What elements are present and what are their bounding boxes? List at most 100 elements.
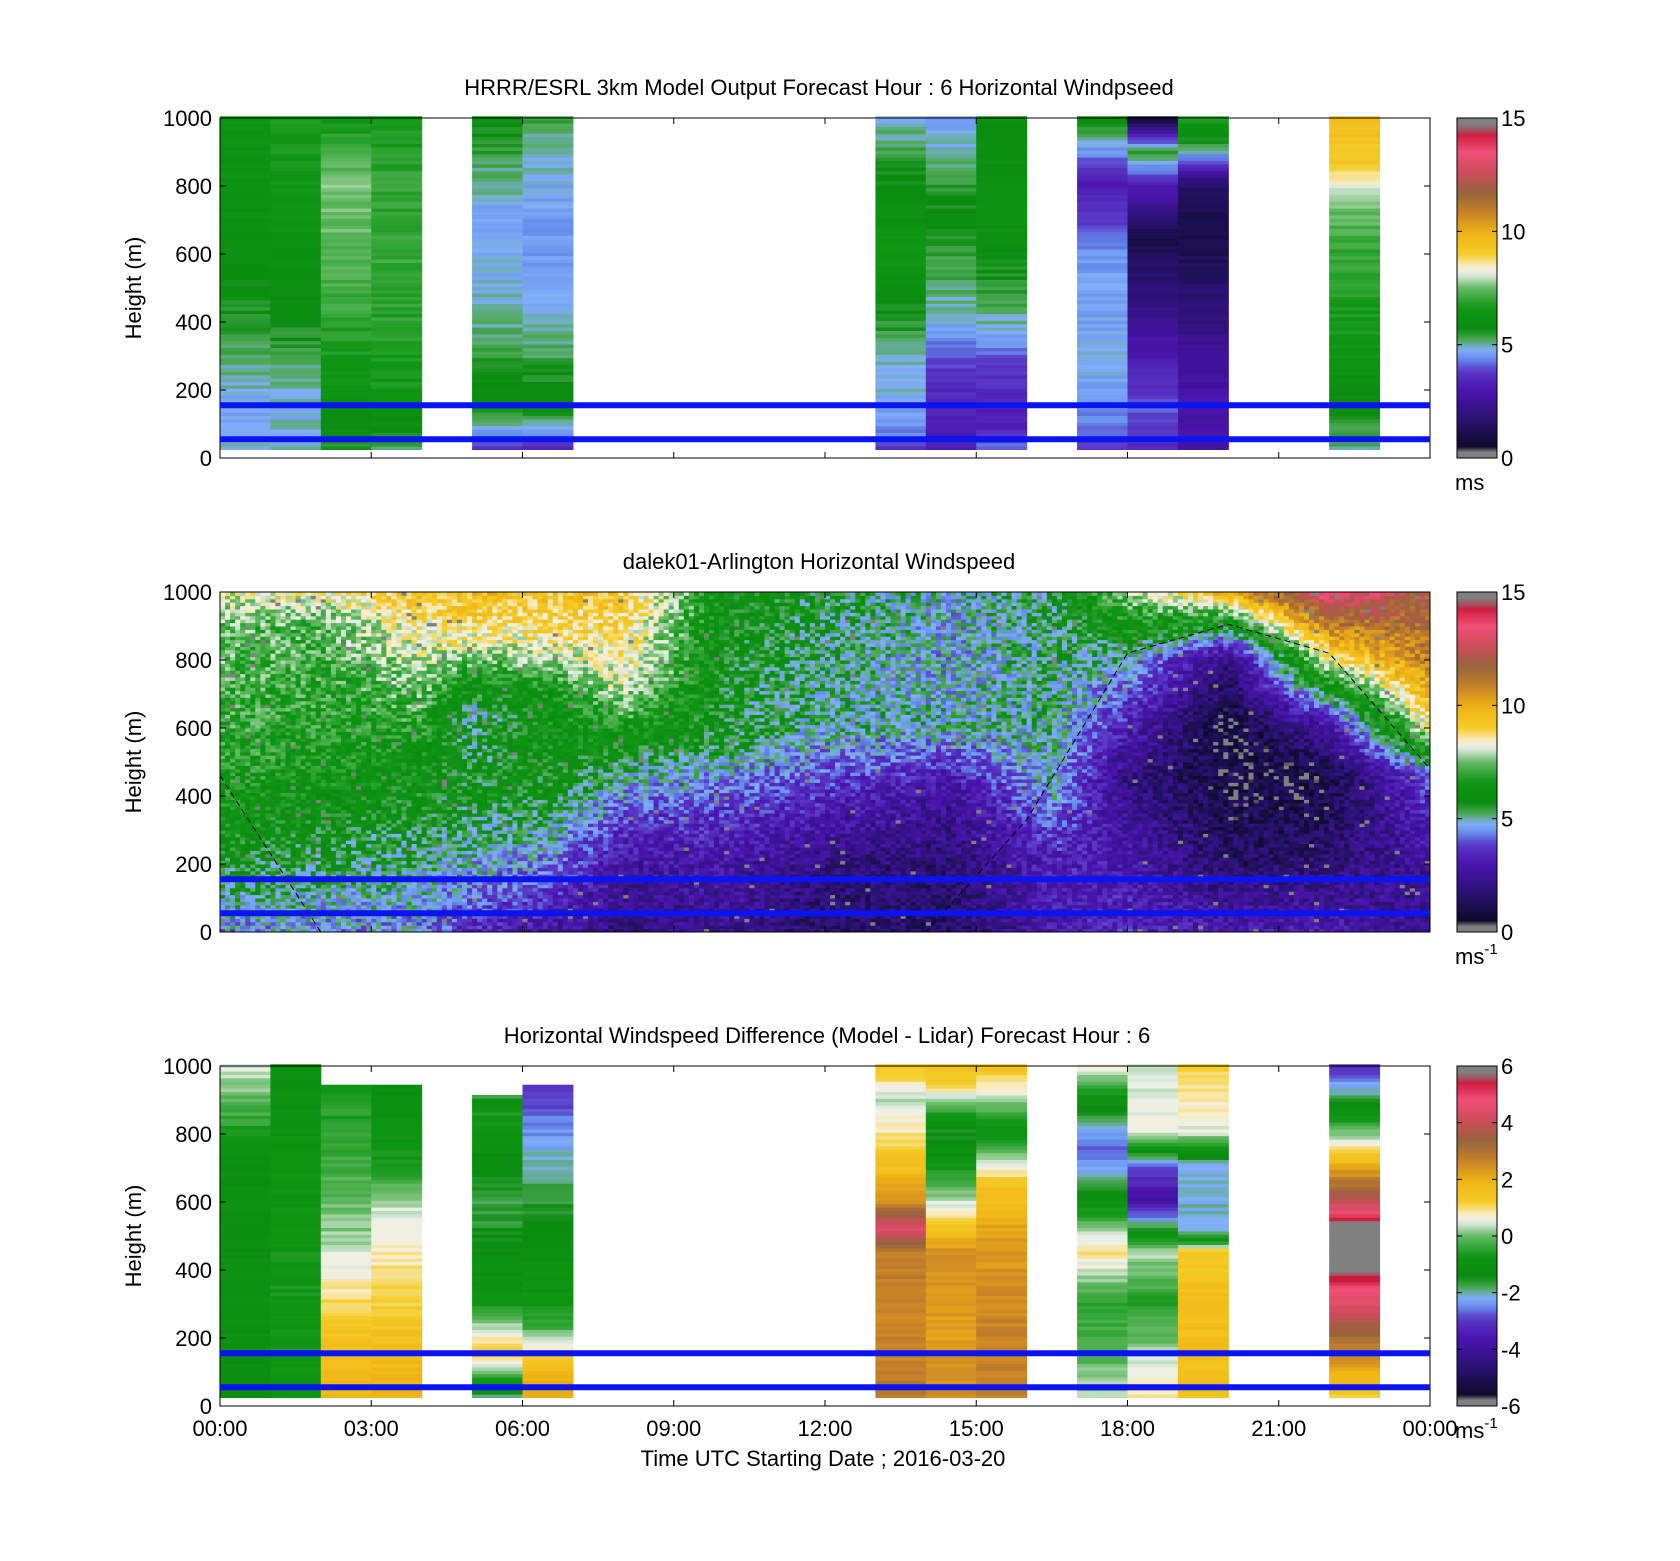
lidar-cell: [240, 639, 246, 644]
lidar-cell: [285, 690, 292, 695]
lidar-cell: [230, 792, 236, 797]
lidar-cell: [346, 894, 352, 899]
profile-cell: [1329, 143, 1381, 148]
lidar-cell: [366, 785, 372, 790]
lidar-cell: [396, 704, 402, 709]
lidar-cell: [275, 921, 281, 926]
lidar-cell: [305, 904, 312, 909]
profile-cell: [320, 330, 372, 335]
lidar-cell: [270, 874, 276, 879]
lidar-cell: [270, 904, 276, 909]
profile-cell: [270, 432, 322, 437]
lidar-cell: [335, 697, 342, 702]
lidar-cell: [361, 867, 367, 872]
lidar-cell: [270, 816, 276, 821]
lidar-cell: [366, 779, 372, 783]
lidar-cell: [391, 738, 397, 743]
lidar-cell: [315, 609, 322, 613]
lidar-cell: [381, 639, 387, 644]
lidar-cell: [396, 847, 402, 851]
lidar-cell: [386, 762, 392, 766]
lidar-cell: [270, 639, 276, 644]
lidar-cell: [341, 653, 347, 658]
lidar-cell: [381, 782, 387, 787]
profile-cell: [1177, 228, 1229, 233]
profile-cell: [472, 395, 523, 399]
lidar-cell: [270, 864, 276, 868]
profile-cell: [1329, 265, 1381, 270]
lidar-cell: [320, 772, 327, 777]
lidar-cell: [300, 619, 307, 624]
lidar-cell: [366, 619, 372, 624]
lidar-cell: [401, 796, 408, 800]
lidar-cell: [270, 857, 276, 862]
profile-cell: [976, 418, 1028, 423]
profile-cell: [925, 320, 977, 325]
profile-cell: [270, 442, 322, 447]
lidar-cell: [391, 622, 397, 627]
lidar-cell: [235, 615, 241, 620]
lidar-cell: [225, 738, 231, 743]
lidar-cell: [235, 649, 241, 654]
lidar-cell: [356, 874, 362, 879]
lidar-cell: [396, 908, 402, 913]
lidar-cell: [235, 809, 241, 814]
lidar-cell: [265, 663, 271, 668]
lidar-cell: [260, 609, 266, 613]
lidar-cell: [260, 700, 266, 705]
profile-cell: [1177, 177, 1229, 182]
profile-cell: [320, 231, 372, 236]
lidar-cell: [235, 802, 241, 807]
lidar-cell: [381, 677, 387, 681]
lidar-cell: [295, 694, 302, 698]
lidar-cell: [280, 867, 287, 872]
lidar-cell: [265, 595, 271, 600]
lidar-cell: [376, 700, 382, 705]
lidar-cell: [401, 785, 408, 790]
lidar-cell: [366, 609, 372, 613]
profile-cell: [472, 415, 523, 420]
lidar-cell: [300, 836, 307, 841]
profile-cell: [1077, 136, 1128, 141]
lidar-cell: [341, 908, 347, 913]
lidar-cell: [235, 714, 241, 719]
profile-cell: [522, 391, 574, 396]
lidar-cell: [396, 653, 402, 658]
lidar-cell: [371, 775, 377, 780]
lidar-cell: [371, 782, 377, 787]
profile-cell: [472, 214, 523, 219]
lidar-cell: [310, 901, 317, 906]
lidar-cell: [245, 789, 251, 794]
lidar-cell: [325, 660, 332, 664]
profile-cell: [371, 140, 423, 144]
lidar-cell: [255, 823, 261, 828]
lidar-cell: [265, 748, 271, 753]
profile-cell: [976, 259, 1028, 263]
profile-cell: [1177, 126, 1229, 131]
lidar-cell: [255, 870, 261, 875]
lidar-cell: [240, 704, 246, 709]
lidar-cell: [396, 751, 402, 756]
lidar-cell: [260, 843, 266, 848]
profile-cell: [371, 347, 423, 352]
lidar-cell: [335, 602, 342, 607]
lidar-cell: [335, 731, 342, 736]
profile-cell: [320, 310, 372, 314]
lidar-cell: [356, 915, 362, 919]
lidar-cell: [230, 823, 236, 828]
profile-cell: [875, 323, 927, 328]
lidar-cell: [275, 901, 281, 906]
lidar-cell: [310, 816, 317, 821]
lidar-cell: [391, 714, 397, 719]
lidar-cell: [330, 819, 337, 824]
lidar-cell: [346, 626, 352, 630]
lidar-cell: [265, 867, 271, 872]
lidar-cell: [305, 751, 312, 756]
lidar-cell: [240, 904, 246, 909]
lidar-cell: [265, 598, 271, 603]
lidar-cell: [290, 775, 297, 780]
profile-cell: [1329, 388, 1381, 393]
lidar-cell: [371, 656, 377, 661]
profile-cell: [1077, 129, 1128, 134]
lidar-cell: [315, 673, 322, 678]
